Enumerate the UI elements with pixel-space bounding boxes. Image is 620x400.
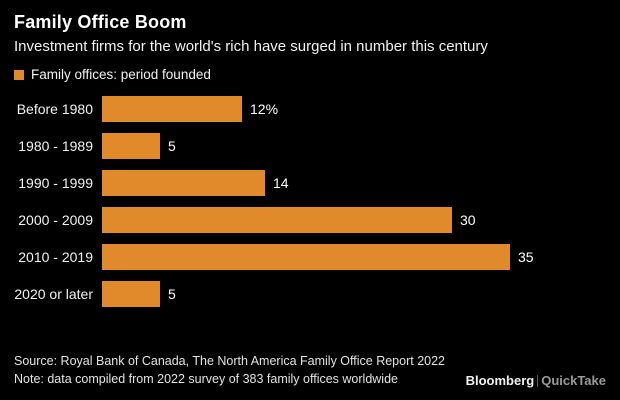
bar-track: 14	[102, 164, 606, 201]
bar	[102, 132, 160, 159]
bar	[102, 206, 452, 233]
bar-track: 35	[102, 238, 606, 275]
branding-logo: Bloomberg QuickTake	[466, 373, 606, 388]
chart-page: Family Office Boom Investment firms for …	[14, 12, 606, 312]
chart-row: Before 1980 12%	[14, 90, 606, 127]
value-label: 5	[168, 137, 176, 154]
bar-chart: Before 1980 12% 1980 - 1989 5 1990 - 1999 14 2…	[14, 90, 606, 312]
chart-row: 1990 - 1999 14	[14, 164, 606, 201]
chart-legend: Family offices: period founded	[14, 67, 606, 82]
bar	[102, 280, 160, 307]
category-label: 1990 - 1999	[18, 174, 93, 191]
value-label: 12%	[250, 100, 279, 117]
category-label: 2010 - 2019	[18, 248, 93, 265]
bar	[102, 243, 510, 270]
category-label: 2020 or later	[14, 285, 93, 302]
brand-primary-label: Bloomberg	[465, 373, 535, 388]
bar-track: 5	[102, 127, 606, 164]
bar-track: 30	[102, 201, 606, 238]
chart-row: 1980 - 1989 5	[14, 127, 606, 164]
value-label: 30	[460, 211, 476, 228]
legend-swatch-icon	[14, 69, 24, 80]
chart-rows: Before 1980 12% 1980 - 1989 5 1990 - 1999 14 2…	[14, 90, 606, 312]
value-label: 35	[518, 248, 534, 265]
brand-divider	[537, 374, 539, 387]
legend-label: Family offices: period founded	[31, 67, 211, 82]
value-label: 14	[273, 174, 289, 191]
chart-row: 2000 - 2009 30	[14, 201, 606, 238]
chart-row: 2020 or later 5	[14, 275, 606, 312]
page-subtitle: Investment firms for the world's rich ha…	[14, 38, 488, 55]
bar	[102, 95, 242, 122]
category-label: Before 1980	[16, 100, 93, 117]
category-label: 1980 - 1989	[18, 137, 93, 154]
bar-track: 12%	[102, 90, 606, 127]
chart-row: 2010 - 2019 35	[14, 238, 606, 275]
data-note: Note: data compiled from 2022 survey of …	[14, 371, 398, 386]
bar	[102, 169, 265, 196]
bar-track: 5	[102, 275, 606, 312]
chart-footer: Source: Royal Bank of Canada, The North …	[14, 352, 445, 388]
source-note: Source: Royal Bank of Canada, The North …	[14, 353, 445, 368]
value-label: 5	[168, 285, 176, 302]
brand-secondary-label: QuickTake	[541, 373, 606, 388]
category-label: 2000 - 2009	[18, 211, 93, 228]
page-title: Family Office Boom	[14, 12, 187, 32]
